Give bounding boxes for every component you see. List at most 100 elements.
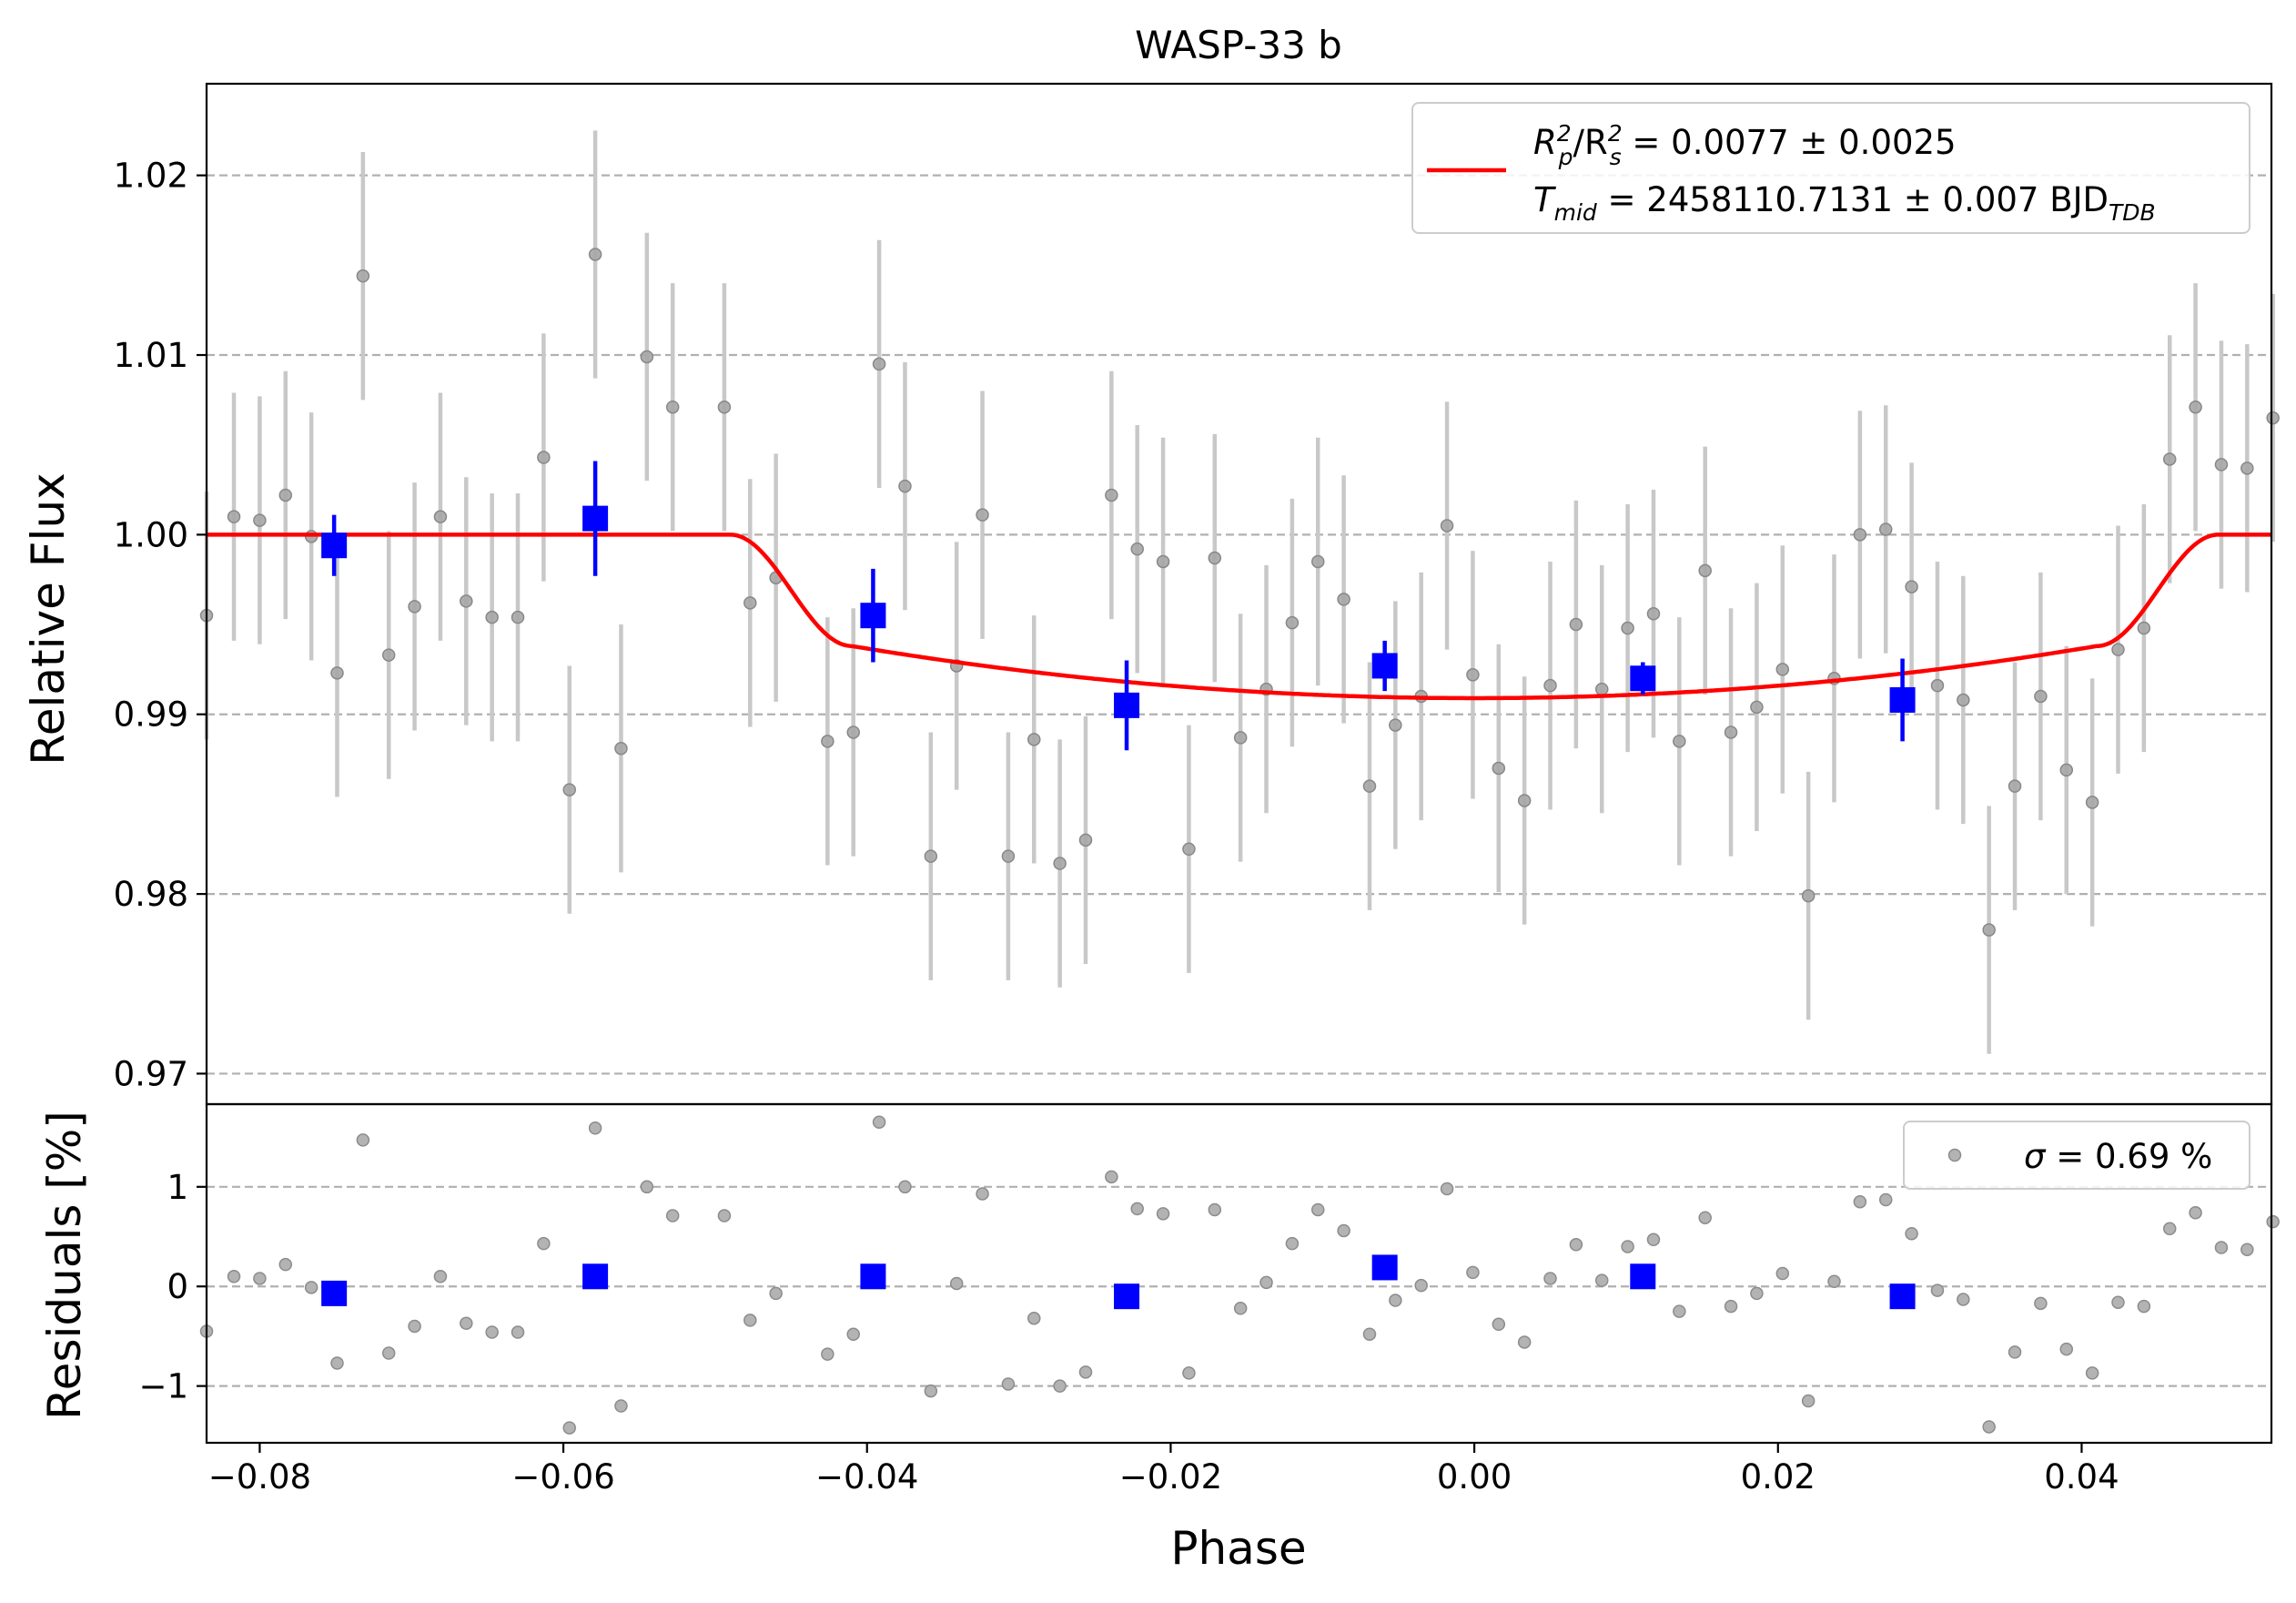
light-curve-y-ticks: 0.97 0.98 0.99 1.00 1.01 1.02 [114,157,207,1093]
residual-point [665,1209,680,1223]
residual-point [1905,1226,1918,1241]
residual-point [588,1121,602,1135]
phase-x-tick-label: −0.08 [208,1457,311,1496]
residual-point [2034,1296,2048,1311]
chart-title: WASP-33 b [1135,23,1342,67]
raw-data-point [1001,849,1016,863]
residual-point [924,1384,938,1398]
residual-point [381,1346,396,1360]
residual-point [614,1399,628,1413]
raw-data-point [1492,761,1506,776]
residual-point [872,1115,886,1129]
raw-data-point [2034,689,2048,704]
residual-point [1594,1273,1609,1287]
legend-radius-ratio-text: R2 p/R2 s = 0.0077 ± 0.0025 [1533,120,1957,170]
raw-data-point [227,510,241,523]
light-curve-raw-points [199,248,2280,937]
phase-x-tick-label: −0.04 [815,1457,918,1496]
raw-data-point [1233,731,1248,745]
raw-data-point [2085,796,2099,809]
raw-data-point [1440,519,1454,533]
residual-point [1027,1311,1041,1325]
raw-data-point [2008,779,2022,793]
residuals-legend-text: σ = 0.69 % [2024,1137,2212,1176]
light-curve-y-tick-label: 1.02 [114,157,188,196]
raw-data-point [1673,735,1686,748]
residual-point [1105,1170,1118,1184]
binned-residual-point [321,1280,348,1306]
residual-point [1673,1304,1686,1318]
residual-point [2214,1241,2229,1254]
raw-data-point [1208,551,1222,565]
binned-residual-point [1371,1254,1398,1281]
residual-point [717,1209,732,1223]
raw-data-point [2059,763,2074,777]
raw-data-point [1930,678,1945,693]
residual-point [562,1421,576,1435]
raw-data-point [1311,554,1325,569]
raw-data-point [1775,663,1790,676]
light-curve-panel: 0.97 0.98 0.99 1.00 1.01 1.02 Relative Flux R… [22,82,2280,1106]
raw-data-point [2214,458,2229,472]
residual-point [2059,1342,2074,1356]
residual-point [2266,1214,2280,1229]
residual-point [278,1257,293,1272]
residual-point [1362,1327,1377,1341]
raw-data-point [1543,678,1557,693]
residual-point [356,1133,370,1147]
binned-data-point [1114,692,1140,718]
raw-data-point [1078,833,1093,847]
residual-point [1646,1233,1661,1247]
raw-data-point [408,600,421,614]
binned-data-point [1630,665,1656,692]
residual-point [1208,1202,1222,1217]
residual-point [1569,1238,1583,1252]
raw-data-point [1982,923,1996,937]
phase-x-tick-label: 0.00 [1437,1457,1512,1496]
raw-data-point [278,488,293,502]
raw-data-point [1750,700,1764,715]
residual-point [2111,1295,2125,1309]
residual-point [1853,1194,1867,1209]
residual-point [1698,1211,1712,1224]
binned-data-point [582,505,609,532]
raw-data-point [846,725,860,739]
raw-data-point [2189,400,2202,414]
raw-data-point [1646,606,1661,621]
raw-data-point [1466,668,1480,682]
legend-mid-transit-text: Tmid = 2458110.7131 ± 0.007 BJDTDB [1533,180,2156,226]
raw-data-point [2111,643,2125,656]
raw-data-point [717,400,732,414]
raw-data-point [1698,563,1712,578]
residual-point [460,1316,473,1330]
raw-data-point [1724,725,1738,739]
raw-data-point [562,783,576,796]
residual-point [1466,1265,1480,1280]
raw-data-point [330,666,344,680]
residual-point [1517,1335,1532,1349]
transit-model-line [207,533,2271,701]
residual-point [898,1180,912,1194]
residual-point [846,1327,860,1341]
raw-data-point [1027,733,1041,746]
residual-point [1130,1202,1144,1216]
light-curve-legend: R2 p/R2 s = 0.0077 ± 0.0025 Tmid = 2458110… [1411,102,2250,234]
raw-data-point [433,510,448,523]
residual-point [1414,1278,1428,1293]
residual-point [304,1281,319,1294]
raw-data-point [924,849,938,863]
light-curve-y-tick-label: 0.99 [114,695,188,735]
raw-data-point [640,350,654,364]
light-curve-binned-points [321,461,1916,751]
residuals-legend-marker [1947,1148,1962,1162]
residuals-axes-frame [205,1102,2273,1445]
residual-point [2008,1345,2022,1359]
raw-data-point [2240,462,2254,475]
raw-data-point [898,479,912,493]
raw-data-point [1621,621,1634,635]
residuals-legend-box [1903,1121,2250,1190]
residual-point [1001,1377,1016,1391]
raw-data-point [485,610,499,624]
binned-data-point [321,533,348,559]
